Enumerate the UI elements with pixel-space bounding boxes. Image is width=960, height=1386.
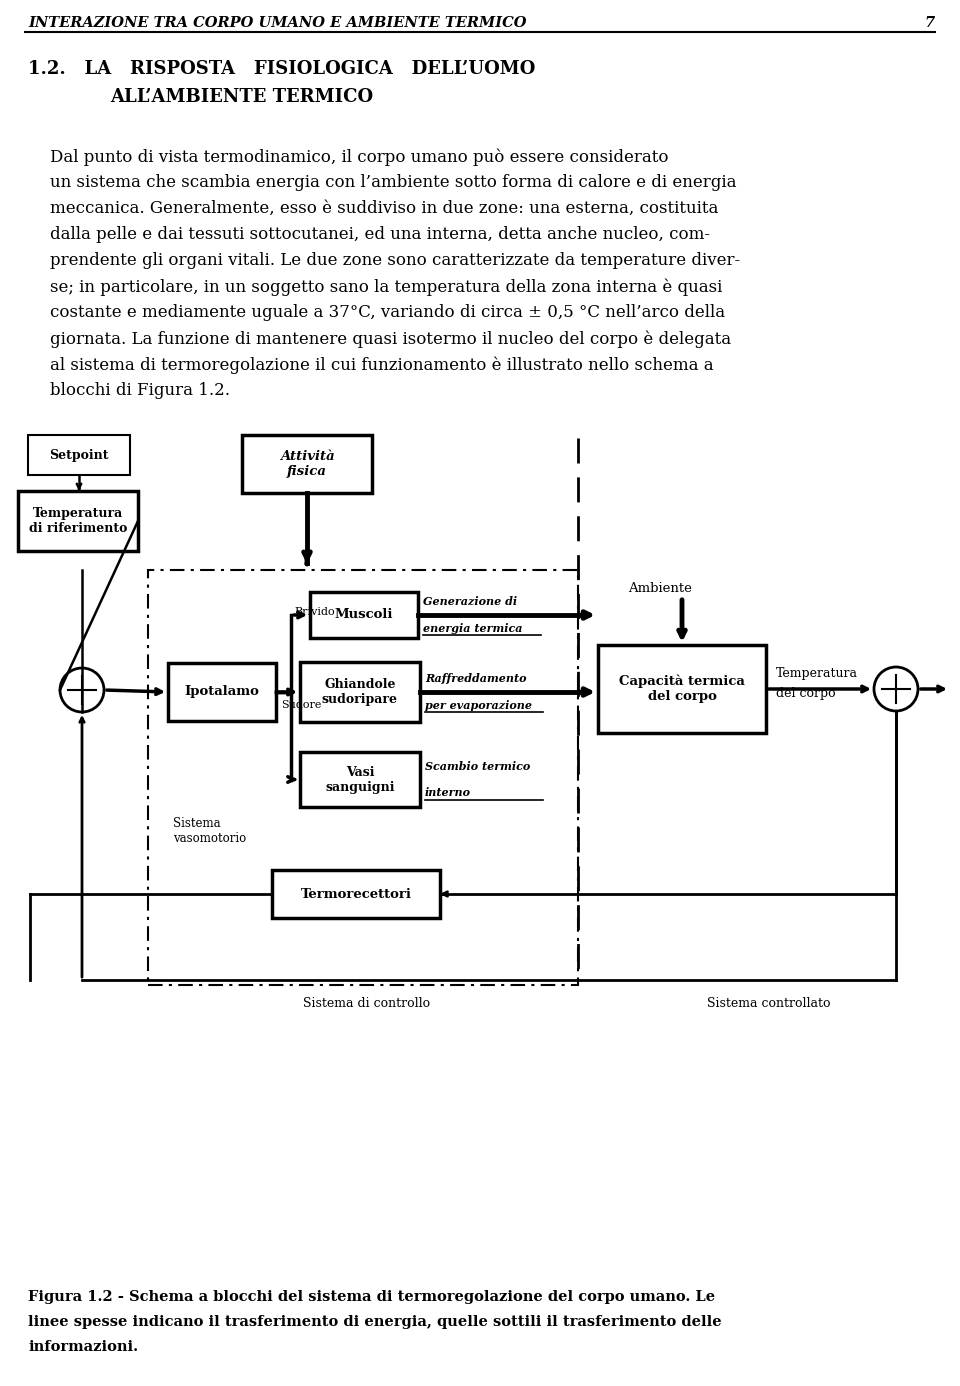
Text: Generazione di: Generazione di — [423, 596, 517, 607]
Text: un sistema che scambia energia con l’ambiente sotto forma di calore e di energia: un sistema che scambia energia con l’amb… — [50, 175, 736, 191]
Text: linee spesse indicano il trasferimento di energia, quelle sottili il trasferimen: linee spesse indicano il trasferimento d… — [28, 1315, 722, 1329]
Text: Dal punto di vista termodinamico, il corpo umano può essere considerato: Dal punto di vista termodinamico, il cor… — [50, 148, 668, 165]
Text: Setpoint: Setpoint — [49, 449, 108, 462]
Bar — [18, 491, 138, 552]
Text: Sistema
vasomotorio: Sistema vasomotorio — [173, 816, 247, 845]
Text: INTERAZIONE TRA CORPO UMANO E AMBIENTE TERMICO: INTERAZIONE TRA CORPO UMANO E AMBIENTE T… — [28, 17, 526, 30]
Text: giornata. La funzione di mantenere quasi isotermo il nucleo del corpo è delegata: giornata. La funzione di mantenere quasi… — [50, 330, 732, 348]
Text: Scambio termico: Scambio termico — [425, 761, 530, 772]
Text: Sistema di controllo: Sistema di controllo — [303, 997, 430, 1010]
Bar — [242, 435, 372, 493]
Text: Temperatura: Temperatura — [776, 667, 858, 681]
Text: energia termica: energia termica — [423, 622, 522, 633]
Text: dalla pelle e dai tessuti sottocutanei, ed una interna, detta anche nucleo, com-: dalla pelle e dai tessuti sottocutanei, … — [50, 226, 710, 243]
Text: informazioni.: informazioni. — [28, 1340, 138, 1354]
Text: Ipotalamo: Ipotalamo — [184, 686, 259, 699]
Text: Temperatura
di riferimento: Temperatura di riferimento — [29, 507, 127, 535]
Text: Ambiente: Ambiente — [628, 582, 692, 595]
Text: se; in particolare, in un soggetto sano la temperatura della zona interna è quas: se; in particolare, in un soggetto sano … — [50, 279, 722, 295]
Text: ALL’AMBIENTE TERMICO: ALL’AMBIENTE TERMICO — [110, 87, 373, 105]
Text: costante e mediamente uguale a 37°C, variando di circa ± 0,5 °C nell’arco della: costante e mediamente uguale a 37°C, var… — [50, 304, 725, 322]
Text: del corpo: del corpo — [776, 687, 835, 700]
Text: Sudore: Sudore — [281, 700, 322, 710]
Text: blocchi di Figura 1.2.: blocchi di Figura 1.2. — [50, 383, 230, 399]
Text: al sistema di termoregolazione il cui funzionamento è illustrato nello schema a: al sistema di termoregolazione il cui fu… — [50, 356, 713, 373]
Text: Vasi
sanguigni: Vasi sanguigni — [325, 765, 395, 794]
Text: meccanica. Generalmente, esso è suddiviso in due zone: una esterna, costituita: meccanica. Generalmente, esso è suddivis… — [50, 200, 718, 218]
Bar — [598, 644, 766, 733]
Text: Capacità termica
del corpo: Capacità termica del corpo — [619, 675, 745, 703]
Text: Ghiandole
sudoripare: Ghiandole sudoripare — [322, 678, 398, 705]
Text: 1.2.   LA   RISPOSTA   FISIOLOGICA   DELL’UOMO: 1.2. LA RISPOSTA FISIOLOGICA DELL’UOMO — [28, 60, 536, 78]
Text: interno: interno — [425, 787, 471, 798]
Bar — [300, 663, 420, 722]
Text: Raffreddamento: Raffreddamento — [425, 674, 526, 685]
Text: Muscoli: Muscoli — [335, 608, 394, 621]
Bar — [148, 570, 578, 985]
Bar — [168, 663, 276, 721]
Text: 7: 7 — [924, 17, 935, 30]
Text: Figura 1.2 - Schema a blocchi del sistema di termoregolazione del corpo umano. L: Figura 1.2 - Schema a blocchi del sistem… — [28, 1290, 715, 1304]
Text: Termorecettori: Termorecettori — [300, 887, 412, 901]
Bar — [272, 870, 440, 918]
Bar — [28, 435, 130, 475]
Bar — [300, 753, 420, 807]
Text: Brivido: Brivido — [294, 607, 335, 617]
Bar — [310, 592, 418, 638]
Text: prendente gli organi vitali. Le due zone sono caratterizzate da temperature dive: prendente gli organi vitali. Le due zone… — [50, 252, 740, 269]
Text: Sistema controllato: Sistema controllato — [708, 997, 830, 1010]
Text: per evaporazione: per evaporazione — [425, 700, 532, 711]
Text: Attività
fisica: Attività fisica — [279, 450, 334, 478]
